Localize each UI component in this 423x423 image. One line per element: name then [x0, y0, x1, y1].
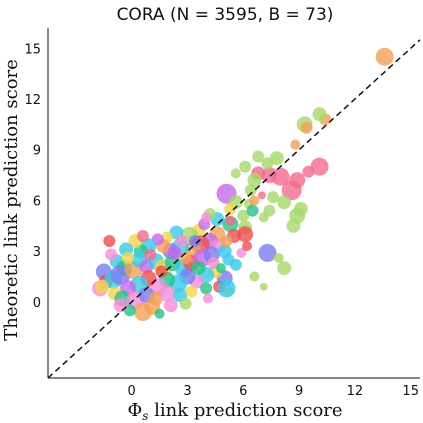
data-point-32 [258, 212, 269, 223]
data-point-14 [269, 151, 284, 166]
y-tick-label-0: 0 [33, 296, 41, 311]
data-point-23 [293, 201, 308, 216]
data-point-6 [310, 157, 329, 176]
x-tick-label-1: 3 [183, 384, 191, 399]
data-point-38 [225, 215, 236, 226]
data-point-24 [286, 218, 301, 233]
data-point-116 [222, 253, 235, 266]
chart-title: CORA (N = 3595, B = 73) [117, 5, 334, 25]
points-layer [92, 47, 394, 322]
data-point-114 [191, 261, 206, 276]
data-point-112 [167, 245, 182, 260]
data-point-7 [302, 165, 315, 178]
data-point-125 [257, 191, 266, 200]
data-point-19 [244, 184, 257, 197]
y-tick-label-2: 6 [33, 194, 41, 209]
data-point-104 [179, 297, 192, 310]
data-point-131 [136, 229, 149, 242]
data-point-119 [237, 226, 254, 243]
data-point-75 [242, 241, 253, 252]
data-point-17 [230, 168, 241, 179]
reference-line-y-equals-x [47, 39, 421, 379]
x-axis-label: Φs link prediction score [127, 400, 342, 423]
y-tick-label-5: 15 [24, 42, 41, 57]
data-point-16 [239, 160, 252, 173]
data-point-103 [217, 279, 236, 298]
y-tick-label-4: 12 [24, 93, 41, 108]
data-point-111 [155, 265, 168, 278]
data-point-122 [201, 212, 212, 223]
data-point-30 [237, 209, 250, 222]
data-point-102 [202, 293, 213, 304]
x-axis-label-subscript: s [142, 409, 148, 423]
data-point-11 [261, 167, 278, 184]
data-point-55 [103, 235, 116, 248]
y-axis-label: Theoretic link prediction score [1, 59, 22, 341]
data-point-29 [224, 202, 237, 215]
x-tick-label-5: 15 [402, 384, 419, 399]
data-point-129 [188, 235, 201, 248]
data-point-128 [154, 308, 165, 319]
data-point-15 [252, 150, 265, 163]
data-point-0 [375, 47, 394, 66]
data-point-96 [159, 285, 176, 302]
data-point-120 [220, 235, 233, 248]
data-point-124 [249, 195, 260, 206]
data-point-118 [121, 251, 134, 264]
data-point-123 [246, 204, 259, 217]
data-point-76 [258, 243, 277, 262]
data-point-9 [281, 180, 302, 201]
data-point-99 [200, 282, 213, 295]
data-point-107 [133, 303, 152, 322]
data-point-2 [312, 107, 327, 122]
data-point-127 [259, 282, 268, 291]
data-point-5 [290, 139, 301, 150]
data-point-126 [273, 252, 284, 263]
data-point-77 [277, 261, 292, 276]
data-point-74 [236, 247, 247, 258]
x-tick-label-4: 12 [347, 384, 364, 399]
data-point-4 [300, 121, 313, 134]
x-tick-label-2: 6 [239, 384, 247, 399]
data-point-110 [94, 279, 109, 294]
x-tick-label-3: 9 [295, 384, 303, 399]
data-point-109 [113, 298, 128, 313]
x-tick-label-0: 0 [128, 384, 136, 399]
data-point-133 [215, 263, 226, 274]
data-point-117 [144, 248, 157, 261]
data-point-78 [249, 271, 260, 282]
data-point-21 [277, 195, 292, 210]
data-point-130 [175, 235, 188, 248]
x-axis-label-text: link prediction score [148, 400, 342, 421]
y-tick-label-3: 9 [33, 144, 41, 159]
x-axis-label-symbol: Φ [127, 400, 142, 421]
data-point-20 [267, 191, 280, 204]
data-point-18 [247, 173, 262, 188]
data-point-98 [185, 285, 198, 298]
y-tick-label-1: 3 [33, 245, 41, 260]
y-tick-labels: 0 3 6 9 12 15 [24, 42, 41, 311]
x-tick-labels: 0 3 6 9 12 15 [128, 384, 419, 399]
data-point-105 [163, 298, 178, 313]
data-point-132 [105, 248, 118, 261]
